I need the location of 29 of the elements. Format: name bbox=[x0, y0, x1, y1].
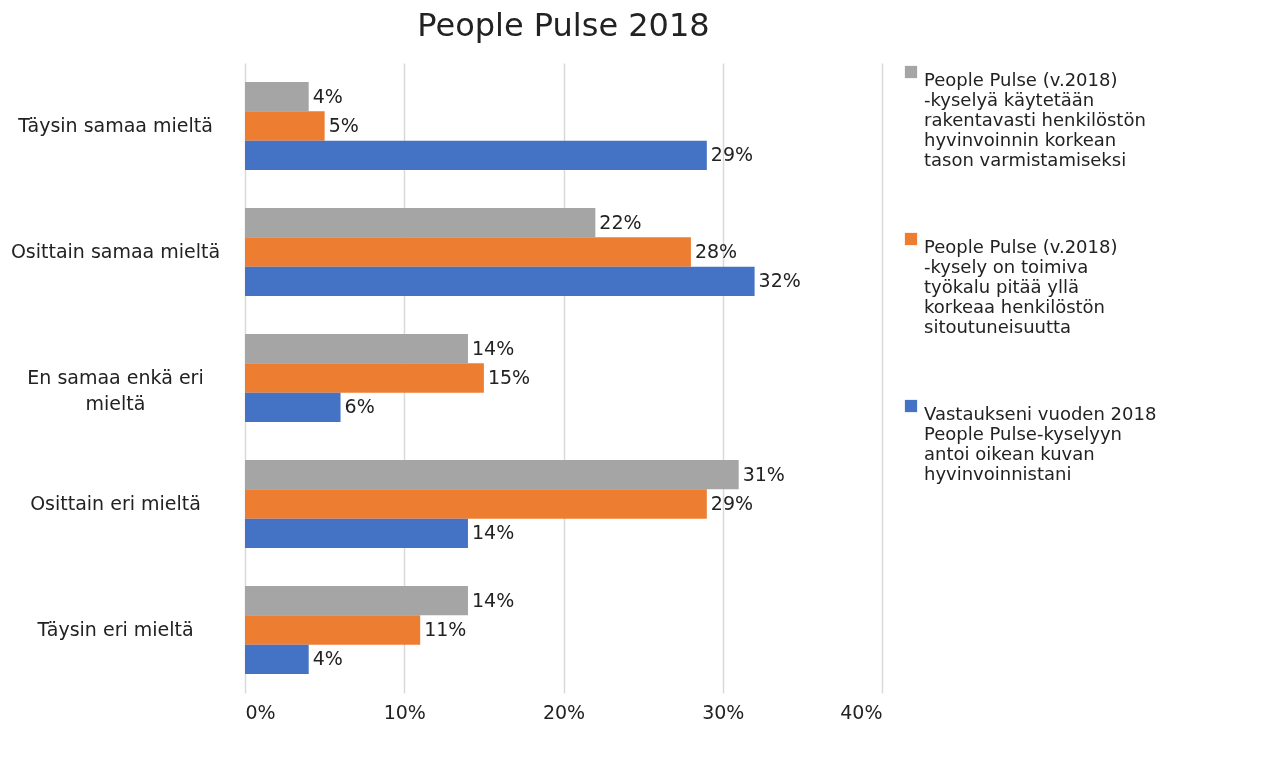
y-tick-label: En samaa enkä eri mieltä bbox=[27, 366, 204, 414]
x-tick-label: 30% bbox=[702, 700, 745, 723]
data-label: 14% bbox=[471, 521, 515, 544]
data-label: 15% bbox=[487, 366, 531, 388]
data-label: 14% bbox=[471, 336, 515, 359]
data-label: 4% bbox=[312, 84, 343, 107]
data-label: 14% bbox=[471, 588, 515, 611]
data-label: 29% bbox=[710, 492, 754, 514]
y-tick-label: Täysin eri mieltä bbox=[36, 618, 194, 640]
legend-label: People Pulse (v.2018) -kysely on toimiva työkalu pitää yllä korkeaa henkilöstön sitoutuneisuutta bbox=[924, 236, 1118, 337]
data-label: 6% bbox=[344, 395, 375, 418]
data-label: 11% bbox=[424, 618, 467, 640]
data-label: 29% bbox=[710, 143, 754, 166]
legend-label: People Pulse (v.2018) -kyselyä käytetään rakentavasti henkilöstön hyvinvoinnin korkean tason varmistamiseksi bbox=[924, 69, 1146, 170]
x-tick-label: 20% bbox=[542, 700, 586, 723]
x-tick-label: 40% bbox=[840, 700, 883, 723]
data-label: 31% bbox=[742, 462, 785, 485]
data-label: 28% bbox=[694, 240, 738, 262]
x-tick-label: 10% bbox=[383, 700, 426, 723]
data-label: 5% bbox=[328, 114, 359, 136]
y-tick-label: Täysin samaa mieltä bbox=[17, 114, 213, 136]
data-label: 4% bbox=[312, 647, 343, 670]
data-label: 22% bbox=[599, 210, 642, 233]
x-tick-label: 0% bbox=[245, 700, 276, 723]
legend-label: Vastaukseni vuoden 2018 People Pulse-kyselyyn antoi oikean kuvan hyvinvoinnistani bbox=[924, 403, 1157, 484]
y-tick-label: Osittain eri mieltä bbox=[30, 492, 201, 514]
data-label: 32% bbox=[758, 269, 801, 292]
y-tick-label: Osittain samaa mieltä bbox=[10, 240, 221, 262]
chart-title: People Pulse 2018 bbox=[417, 6, 710, 44]
